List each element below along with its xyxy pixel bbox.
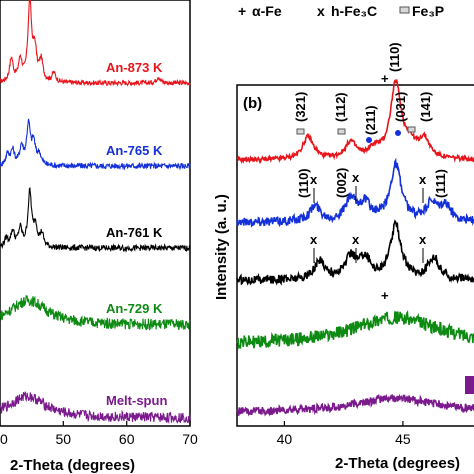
left-trace-an-761-k (0, 186, 191, 253)
ann-110-top: (110) (387, 42, 402, 72)
x-blue-2: x (352, 170, 360, 185)
fe3p-marker-141 (407, 126, 416, 133)
legend-alpha-fe: α-Fe (252, 3, 282, 19)
dot-marker-211 (366, 137, 372, 143)
right-x-axis-label: 2-Theta (degrees) (335, 455, 460, 472)
legend-fe3c-label: h-Fe₃C (331, 3, 377, 19)
ann-031: (031) (393, 92, 408, 122)
plus-green: + (381, 288, 389, 303)
right-panel-traces (236, 78, 474, 417)
left-panel-x-ticks: 40 50 60 70 (0, 421, 198, 447)
x-black-3: x (419, 232, 427, 247)
fe3p-marker-321 (296, 128, 305, 135)
left-panel-traces (0, 0, 191, 424)
plus-110: + (381, 71, 389, 86)
x-black-1: x (310, 232, 318, 247)
ann-141: (141) (418, 92, 433, 122)
ann-blue-111: (111) (433, 169, 448, 198)
x-blue-3: x (419, 172, 427, 187)
left-x-tick-label-40: 40 (0, 431, 8, 447)
right-trace-purple (236, 393, 474, 417)
label-an-761: An-761 K (106, 225, 163, 240)
right-trace-green (236, 310, 474, 350)
legend-fe3p: Fe₃P (412, 3, 444, 19)
left-panel-frame (0, 0, 191, 427)
dot-marker-031 (395, 130, 401, 136)
x-blue-1: x (310, 172, 318, 187)
legend-fe3c-symbol: x (317, 3, 325, 19)
ann-112: (112) (333, 92, 348, 122)
ann-321: (321) (293, 92, 308, 122)
right-x-tick-label-40: 40 (277, 431, 293, 447)
left-x-axis-label: 2-Theta (degrees) (10, 457, 135, 474)
purple-edge-patch (465, 376, 474, 394)
label-an-873: An-873 K (106, 60, 163, 75)
panel-label-b: (b) (243, 95, 262, 112)
left-trace-melt-spun (0, 391, 191, 424)
left-trace-an-873-k (0, 0, 191, 88)
right-panel-x-ticks: 40 45 (277, 421, 411, 447)
right-panel-frame (236, 84, 474, 427)
label-melt-spun: Melt-spun (106, 393, 167, 408)
right-x-tick-label-45: 45 (395, 431, 411, 447)
label-an-729: An-729 K (106, 301, 163, 316)
left-x-tick-label-70: 70 (182, 431, 198, 447)
right-trace-red (236, 78, 474, 165)
legend-alpha-fe-symbol: + (238, 3, 246, 19)
ann-211: (211) (363, 105, 378, 135)
left-x-tick-label-60: 60 (119, 431, 135, 447)
left-trace-an-765-k (0, 118, 191, 171)
legend-fe3p-marker (399, 6, 410, 14)
fe3p-marker-112 (337, 128, 346, 135)
left-x-tick-label-50: 50 (56, 431, 72, 447)
label-an-765: An-765 K (106, 143, 163, 158)
right-y-axis-label: Intensity (a. u.) (213, 194, 230, 300)
x-black-2: x (352, 232, 360, 247)
ann-blue-110: (110) (296, 168, 311, 198)
ann-blue-002: (002) (334, 168, 349, 198)
left-trace-an-729-k (0, 295, 191, 331)
